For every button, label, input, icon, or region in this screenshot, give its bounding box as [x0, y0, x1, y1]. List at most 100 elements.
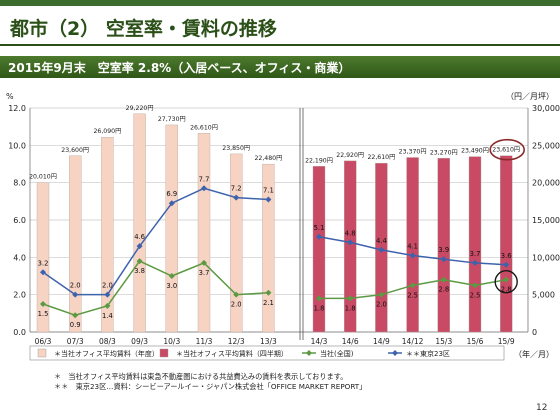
- y-axis-label-left: %: [6, 92, 14, 101]
- bar: [344, 160, 357, 333]
- x-tick: 06/3: [35, 337, 52, 346]
- y-tick-right: 25,000: [532, 141, 560, 150]
- footnotes: ＊ 当社オフィス平均賃料は東急不動産圏における共益費込みの賃料を表示しております…: [54, 372, 366, 392]
- y-tick-right: 15,000: [532, 216, 560, 225]
- legend-label: ＊当社オフィス平均賃料（四半期）: [176, 349, 288, 358]
- bar-label: 23,270円: [430, 149, 458, 156]
- title-bar: 都市（2） 空室率・賃料の推移: [0, 0, 560, 48]
- bar: [437, 158, 450, 333]
- highlight-ring: [489, 138, 526, 161]
- legend-box: [29, 345, 505, 361]
- data-label: 2.8: [501, 286, 512, 294]
- data-label: 2.0: [102, 282, 113, 290]
- bar: [312, 166, 326, 333]
- point: [168, 273, 175, 279]
- x-tick: 14/3: [311, 337, 328, 346]
- bar-label: 23,600円: [61, 147, 89, 154]
- page-title: 都市（2） 空室率・賃料の推移: [10, 18, 277, 40]
- point: [40, 301, 46, 307]
- point: [72, 312, 79, 319]
- bar-label: 27,730円: [158, 116, 186, 123]
- y-tick-left: 6.0: [13, 216, 26, 225]
- point: [72, 291, 79, 298]
- bar-label: 22,480円: [254, 155, 282, 162]
- data-label: 4.4: [376, 237, 387, 245]
- y-tick-right: 30,000: [532, 104, 560, 113]
- x-tick: 12/3: [228, 337, 245, 346]
- data-label: 7.2: [231, 185, 242, 193]
- bar-label: 22,190円: [305, 157, 333, 164]
- highlight-circle: [494, 270, 518, 294]
- x-tick: 07/3: [67, 337, 84, 346]
- data-label: 3.7: [470, 250, 481, 258]
- x-tick: 15/6: [467, 337, 484, 346]
- bar-label: 23,490円: [461, 148, 489, 155]
- data-label: 3.0: [166, 282, 177, 290]
- data-label: 1.5: [38, 310, 49, 318]
- data-label: 0.9: [70, 321, 81, 329]
- legend-label: ＊当社オフィス平均賃料（年度）: [54, 349, 159, 358]
- data-label: 2.0: [231, 301, 242, 309]
- footnote-1: ＊ 当社オフィス平均賃料は東急不動産圏における共益費込みの賃料を表示しております…: [54, 372, 348, 381]
- x-tick: 14/9: [373, 337, 390, 346]
- point: [104, 302, 111, 309]
- data-label: 2.1: [263, 299, 274, 307]
- data-label: 3.2: [38, 259, 49, 267]
- y-tick-right: 20,000: [532, 179, 560, 188]
- y-tick-left: 8.0: [13, 179, 26, 188]
- bar-label: 22,920円: [336, 152, 364, 159]
- x-tick: 15/9: [498, 337, 515, 346]
- bar-label: 20,010円: [29, 174, 57, 181]
- x-tick: 15/3: [435, 337, 452, 346]
- data-label: 2.8: [438, 286, 449, 294]
- bar: [468, 156, 482, 333]
- point: [440, 256, 447, 263]
- title-accent: [0, 0, 560, 6]
- data-label: 3.9: [438, 246, 449, 254]
- bar-label: 23,370円: [399, 149, 427, 156]
- data-label: 4.1: [407, 242, 418, 250]
- point: [472, 259, 478, 266]
- y-tick-left: 2.0: [13, 291, 26, 300]
- point: [440, 276, 447, 283]
- point: [40, 269, 46, 276]
- point: [472, 282, 478, 289]
- x-tick: 14/6: [342, 337, 359, 346]
- point: [136, 258, 143, 265]
- bar-label: 22,610円: [367, 154, 395, 161]
- y-tick-right: 0: [532, 328, 537, 337]
- point: [503, 261, 510, 268]
- x-tick: 11/3: [196, 337, 213, 346]
- legend-label: 当社(全国): [320, 349, 354, 358]
- legend-swatch: [159, 348, 169, 358]
- bar: [406, 157, 419, 333]
- bar: [68, 155, 82, 333]
- point: [168, 200, 175, 207]
- y-tick-left: 12.0: [8, 104, 26, 113]
- point: [409, 282, 416, 289]
- point: [347, 239, 354, 246]
- bar-label: 23,850円: [222, 145, 250, 152]
- point: [378, 291, 385, 298]
- data-label: 1.8: [345, 304, 356, 312]
- bar: [500, 155, 513, 333]
- data-label: 7.1: [263, 186, 274, 194]
- bar: [262, 163, 275, 333]
- data-label: 2.0: [70, 282, 81, 290]
- point: [233, 291, 240, 298]
- title-rule: [0, 44, 560, 46]
- data-label: 6.9: [166, 190, 177, 198]
- y-axis-label-right: （円／月坪）: [506, 92, 554, 101]
- y-tick-left: 10.0: [8, 141, 26, 150]
- subtitle-bar: 2015年9月末 空室率 2.8%（入居ベース、オフィス・商業）: [0, 56, 560, 78]
- legend-label: ＊＊東京23区: [406, 349, 450, 358]
- x-tick: 10/3: [163, 337, 180, 346]
- data-label: 1.8: [314, 304, 325, 312]
- data-label: 7.7: [199, 175, 210, 183]
- point: [503, 276, 510, 283]
- data-label: 4.8: [345, 229, 356, 237]
- y-tick-right: 10,000: [532, 253, 560, 262]
- x-tick: 09/3: [131, 337, 148, 346]
- bar-label: 29,220円: [126, 105, 154, 112]
- point: [104, 291, 111, 298]
